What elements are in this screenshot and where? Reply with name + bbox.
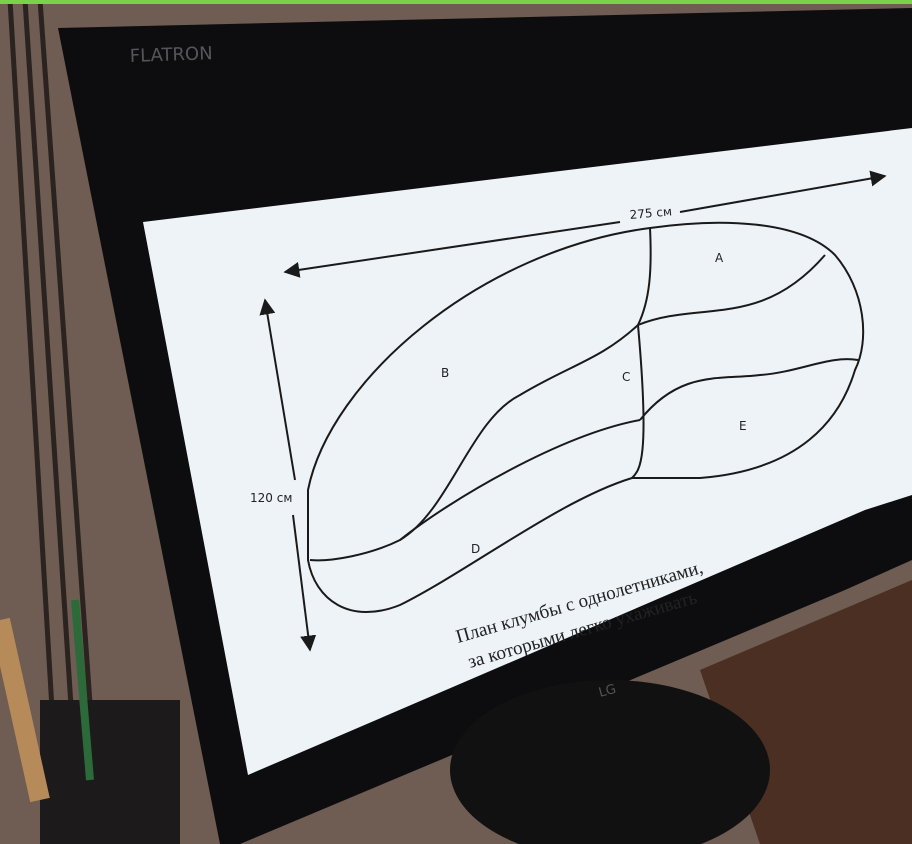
region-label: E xyxy=(739,419,747,433)
page: FLATRON LG 275 см 120 см A B C D E План … xyxy=(0,0,912,844)
top-edge xyxy=(0,0,912,4)
height-label: 120 см xyxy=(250,491,292,505)
region-label: A xyxy=(715,251,724,265)
region-label: C xyxy=(622,370,630,384)
photo: FLATRON LG 275 см 120 см A B C D E План … xyxy=(0,0,912,844)
pencil-cup xyxy=(40,700,180,844)
region-label: B xyxy=(441,366,449,380)
region-label: D xyxy=(471,542,480,556)
brand-label: FLATRON xyxy=(129,43,213,67)
